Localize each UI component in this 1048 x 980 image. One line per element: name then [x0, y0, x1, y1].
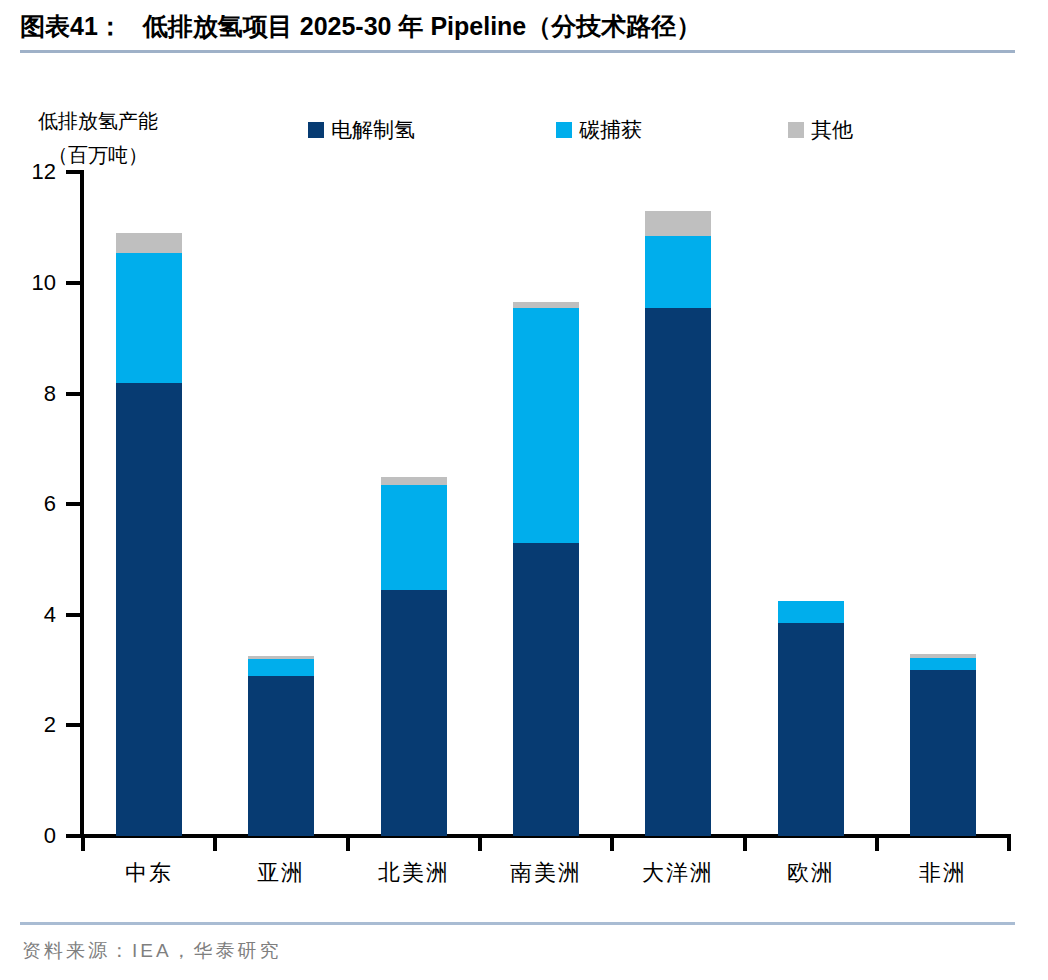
bar-segment-南美洲-碳捕获 — [513, 308, 579, 543]
x-category-label: 非洲 — [877, 858, 1009, 888]
figure-number: 图表41： — [20, 10, 123, 43]
legend-label-electrolysis: 电解制氢 — [331, 116, 415, 144]
y-tick-mark — [66, 170, 84, 174]
x-category-label: 大洋洲 — [612, 858, 744, 888]
legend-label-carbon-capture: 碳捕获 — [579, 116, 642, 144]
x-category-label: 北美洲 — [348, 858, 480, 888]
legend-item-other: 其他 — [788, 116, 853, 144]
legend-item-electrolysis: 电解制氢 — [308, 116, 415, 144]
x-category-label: 欧洲 — [745, 858, 877, 888]
bar-segment-大洋洲-电解制氢 — [645, 308, 711, 836]
y-axis-unit-label: 低排放氢产能 （百万吨） — [38, 104, 158, 172]
y-axis-unit-line1: 低排放氢产能 — [38, 104, 158, 138]
legend-swatch-electrolysis — [308, 122, 324, 138]
y-tick-label: 0 — [10, 823, 56, 849]
bar-segment-中东-电解制氢 — [116, 383, 182, 836]
x-tick-mark — [213, 836, 217, 851]
bar-segment-南美洲-电解制氢 — [513, 543, 579, 836]
x-tick-mark — [81, 836, 85, 851]
bar-segment-非洲-其他 — [910, 654, 976, 658]
y-tick-label: 8 — [10, 381, 56, 407]
title-divider — [20, 50, 1015, 53]
y-tick-mark — [66, 502, 84, 506]
x-tick-mark — [478, 836, 482, 851]
bar-segment-非洲-电解制氢 — [910, 670, 976, 836]
y-tick-mark — [66, 613, 84, 617]
bar-segment-大洋洲-碳捕获 — [645, 236, 711, 308]
bar-segment-大洋洲-其他 — [645, 211, 711, 236]
bar-segment-非洲-碳捕获 — [910, 658, 976, 670]
x-category-label: 南美洲 — [480, 858, 612, 888]
y-tick-label: 2 — [10, 712, 56, 738]
x-category-label: 中东 — [83, 858, 215, 888]
bar-segment-欧洲-碳捕获 — [778, 601, 844, 623]
bar-segment-北美洲-碳捕获 — [381, 485, 447, 590]
y-tick-label: 6 — [10, 491, 56, 517]
bar-segment-欧洲-电解制氢 — [778, 623, 844, 836]
x-tick-mark — [1007, 836, 1011, 851]
x-category-label: 亚洲 — [215, 858, 347, 888]
legend-swatch-carbon-capture — [556, 122, 572, 138]
bar-segment-中东-其他 — [116, 233, 182, 253]
y-tick-mark — [66, 723, 84, 727]
source-note: 资料来源：IEA，华泰研究 — [22, 938, 282, 964]
bar-segment-亚洲-电解制氢 — [248, 676, 314, 836]
x-tick-mark — [610, 836, 614, 851]
footer-divider — [20, 922, 1015, 925]
x-tick-mark — [346, 836, 350, 851]
y-tick-label: 12 — [10, 159, 56, 185]
bar-segment-北美洲-电解制氢 — [381, 590, 447, 836]
x-tick-mark — [743, 836, 747, 851]
bar-segment-南美洲-其他 — [513, 302, 579, 308]
y-tick-label: 10 — [10, 270, 56, 296]
legend-label-other: 其他 — [811, 116, 853, 144]
report-figure: 图表41： 低排放氢项目 2025-30 年 Pipeline（分技术路径） 低… — [0, 0, 1048, 980]
y-axis-unit-line2: （百万吨） — [48, 138, 158, 172]
x-tick-mark — [875, 836, 879, 851]
y-tick-mark — [66, 392, 84, 396]
y-tick-mark — [66, 281, 84, 285]
figure-title: 图表41： 低排放氢项目 2025-30 年 Pipeline（分技术路径） — [20, 10, 701, 43]
legend-swatch-other — [788, 122, 804, 138]
bar-segment-北美洲-其他 — [381, 477, 447, 485]
legend-item-carbon-capture: 碳捕获 — [556, 116, 642, 144]
bar-segment-中东-碳捕获 — [116, 253, 182, 383]
bar-segment-亚洲-碳捕获 — [248, 659, 314, 676]
bar-segment-亚洲-其他 — [248, 656, 314, 659]
y-tick-label: 4 — [10, 602, 56, 628]
figure-title-text: 低排放氢项目 2025-30 年 Pipeline（分技术路径） — [143, 10, 701, 43]
